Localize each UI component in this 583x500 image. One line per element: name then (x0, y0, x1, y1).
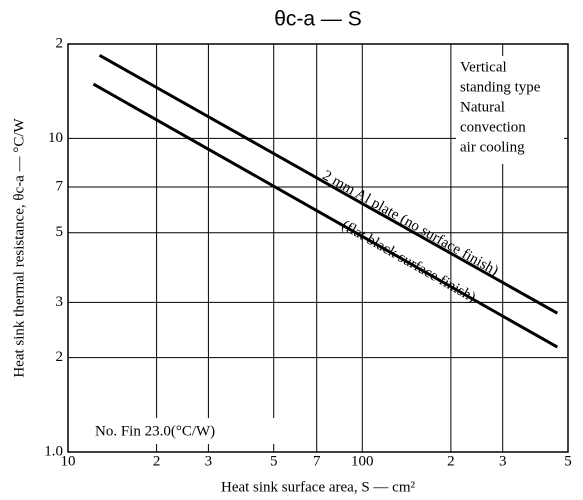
x-tick-label: 10 (61, 453, 76, 469)
y-tick-label: 2 (56, 349, 64, 365)
annotation: Natural (460, 99, 505, 115)
annotation: standing type (460, 79, 541, 95)
x-axis-label: Heat sink surface area, S — cm² (221, 479, 416, 495)
note: No. Fin 23.0(°C/W) (95, 423, 215, 439)
chart-title: θc-a — S (274, 8, 362, 31)
annotation: convection (460, 119, 526, 135)
x-tick-label: 7 (313, 453, 321, 469)
y-axis-label: Heat sink thermal resistance, θc-a — °C/… (11, 117, 27, 377)
data-line (98, 54, 559, 315)
annotation: Vertical (460, 59, 507, 75)
x-tick-label: 2 (153, 453, 161, 469)
x-tick-label: 100 (351, 453, 374, 469)
annotation: air cooling (460, 139, 525, 155)
x-tick-label: 5 (564, 453, 572, 469)
data-line (92, 82, 559, 349)
x-tick-label: 5 (270, 453, 278, 469)
note-bg (88, 418, 280, 444)
x-tick-label: 3 (205, 453, 213, 469)
y-tick-label: 5 (56, 224, 64, 240)
y-tick-label: 3 (56, 294, 64, 310)
annotation-bg (456, 56, 564, 164)
x-tick-label: 3 (499, 453, 507, 469)
y-tick-label: 10 (48, 130, 63, 146)
y-tick-label: 7 (56, 178, 64, 194)
y-tick-label: 2 (56, 35, 64, 51)
x-tick-label: 2 (447, 453, 455, 469)
y-tick-label: 1.0 (44, 443, 63, 459)
